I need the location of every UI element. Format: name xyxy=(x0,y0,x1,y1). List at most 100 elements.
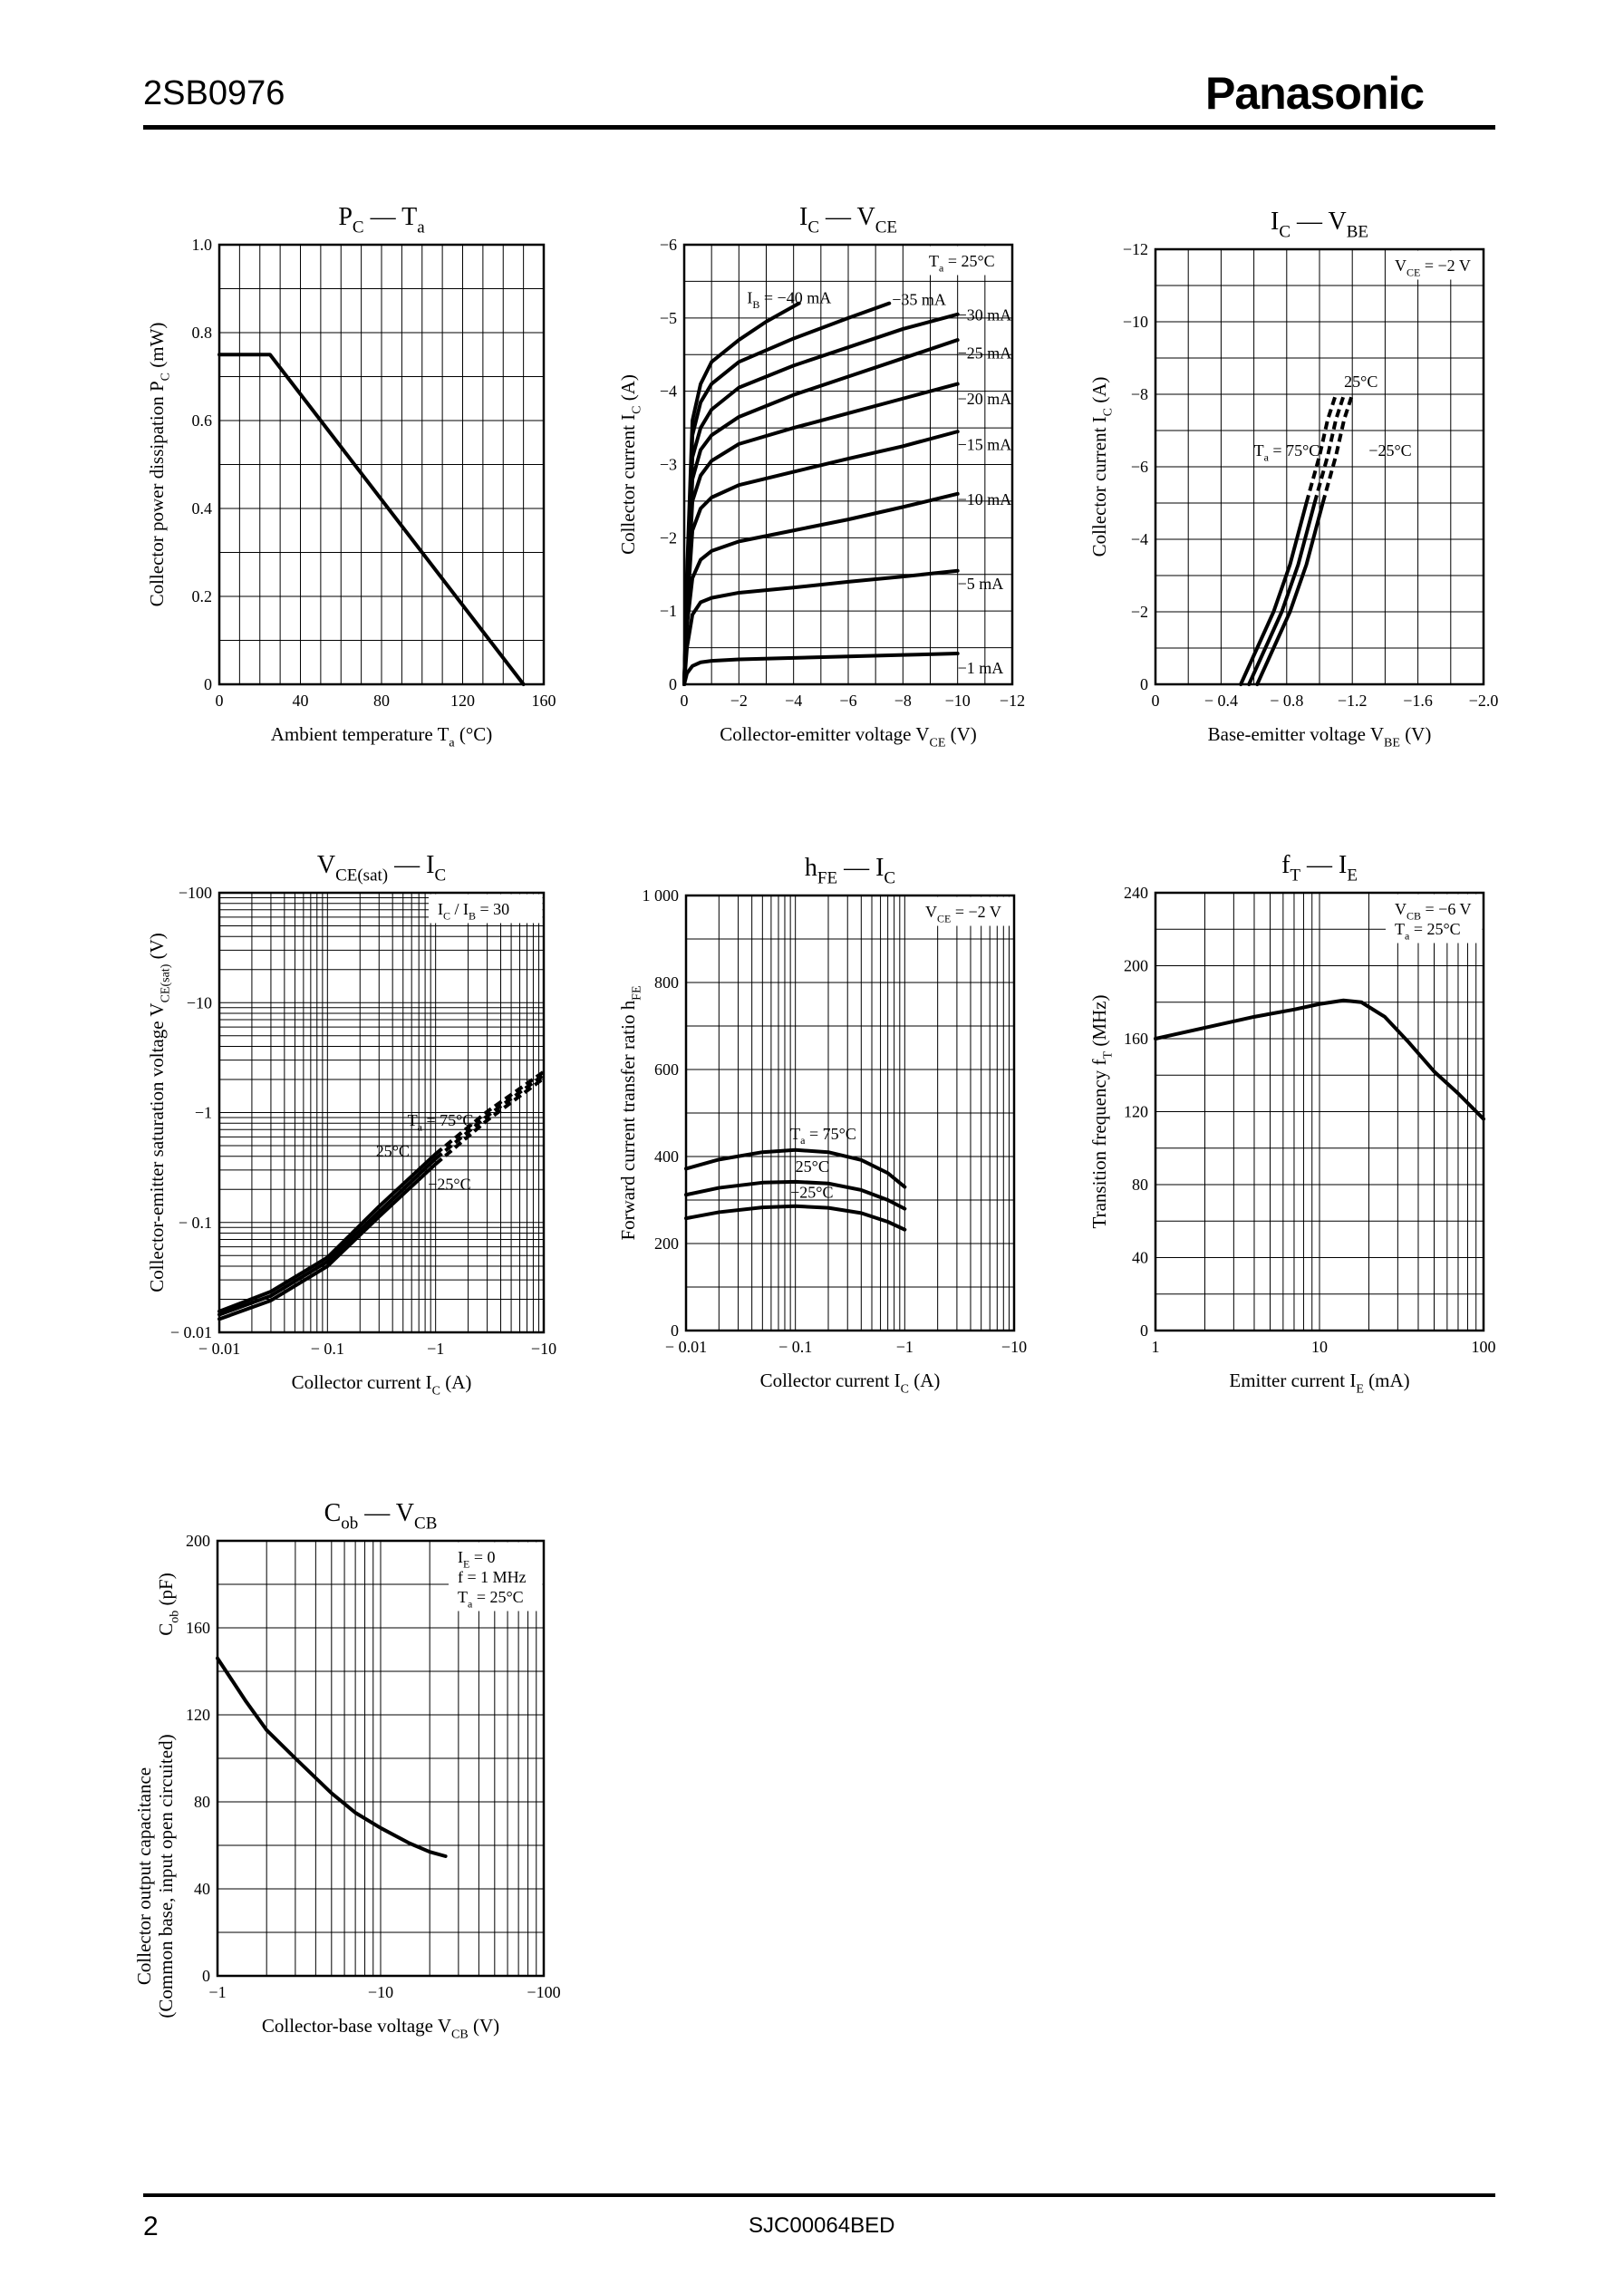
x-tick-label: − 0.8 xyxy=(1270,692,1303,710)
x-axis-label: Collector-base voltage VCB (V) xyxy=(262,2015,499,2041)
chart-vcesat-ic: − 0.01 − 0.1 −1 −10 − 0.01 − 0.1 −1 −10 −100 VCE(… xyxy=(146,851,556,1398)
y-axis-label: Collector output capacitance xyxy=(133,1767,155,1985)
y-tick-label: −6 xyxy=(1131,458,1148,476)
y-tick-label: −100 xyxy=(179,884,212,902)
x-tick-label: −12 xyxy=(1000,692,1025,710)
curve-label: −5 mA xyxy=(958,575,1004,593)
y-tick-label: −12 xyxy=(1123,240,1148,258)
x-tick-label: −1 xyxy=(427,1340,444,1358)
y-tick-label: − 0.01 xyxy=(170,1323,212,1341)
conditions-box xyxy=(1386,894,1483,944)
curve-label: Ta = 75°C xyxy=(408,1111,474,1133)
y-tick-label: 800 xyxy=(654,973,679,992)
y-tick-label: 160 xyxy=(186,1619,210,1637)
curve-label: −35 mA xyxy=(892,290,946,308)
y-tick-label: 1.0 xyxy=(192,236,213,254)
series-line-dashed xyxy=(1320,393,1355,504)
condition-label: IC / IB = 30 xyxy=(438,900,509,922)
series-line xyxy=(684,1204,907,1232)
y-tick-label: 200 xyxy=(186,1532,210,1550)
series-line xyxy=(682,491,960,686)
x-tick-label: −10 xyxy=(531,1340,556,1358)
y-tick-label: 0.8 xyxy=(192,324,213,342)
grid xyxy=(1155,892,1484,1331)
plot-frame xyxy=(218,243,546,686)
x-tick-label: −2 xyxy=(730,692,748,710)
curve-label: Ta = 75°C xyxy=(1254,441,1320,463)
x-tick-label: 0 xyxy=(216,692,224,710)
y-axis-label: Collector current IC (A) xyxy=(617,374,643,555)
y-tick-label: 200 xyxy=(654,1234,679,1253)
y-axis-label: Collector current IC (A) xyxy=(1088,377,1115,557)
x-tick-label: −8 xyxy=(894,692,912,710)
series-line-dashed xyxy=(434,1077,546,1166)
conditions-box xyxy=(1386,250,1483,280)
x-tick-label: 160 xyxy=(532,692,556,710)
x-tick-label: − 0.01 xyxy=(198,1340,240,1358)
curve-label: 25°C xyxy=(1344,373,1378,391)
x-tick-label: −1.6 xyxy=(1403,692,1433,710)
y-tick-label: 0 xyxy=(671,1321,679,1340)
series-line-dashed xyxy=(434,1073,546,1160)
curve-label: Ta = 75°C xyxy=(790,1125,856,1147)
y-tick-label: 0 xyxy=(1140,1321,1148,1340)
conditions-box xyxy=(429,894,543,924)
y-tick-label: 0 xyxy=(669,675,677,693)
curve-label: −20 mA xyxy=(958,390,1012,408)
y-tick-label: −5 xyxy=(660,309,677,327)
x-tick-label: −100 xyxy=(527,1983,560,2001)
series-line-dashed xyxy=(434,1070,546,1156)
condition-label: Ta = 25°C xyxy=(458,1588,524,1610)
document-code: SJC00064BED xyxy=(749,2213,895,2238)
condition-label: VCE = −2 V xyxy=(925,903,1001,924)
x-tick-label: 100 xyxy=(1472,1338,1496,1356)
x-axis-label: Collector current IC (A) xyxy=(760,1370,941,1396)
series-line xyxy=(216,1656,448,1858)
y-tick-label: 120 xyxy=(186,1706,210,1724)
y-axis-label-line2: (Common base, input open circuited) xyxy=(155,1734,177,2018)
series-line xyxy=(682,652,960,686)
x-tick-label: − 0.1 xyxy=(778,1338,812,1356)
conditions-box xyxy=(449,1542,543,1612)
y-tick-label: −6 xyxy=(660,236,677,254)
curve-label: −25°C xyxy=(1368,441,1411,460)
y-tick-label: 160 xyxy=(1124,1030,1148,1048)
y-tick-label: 80 xyxy=(194,1793,210,1811)
curve-label: −15 mA xyxy=(958,435,1012,453)
x-tick-label: − 0.01 xyxy=(665,1338,707,1356)
x-tick-label: 40 xyxy=(293,692,309,710)
part-number: 2SB0976 xyxy=(143,74,285,112)
chart-ic-vce: 0 −2 −4 −6 −8 −10 −12 0 −1 −2 −3 −4 −5 −6 IC — VCE Coll… xyxy=(617,203,1025,750)
y-axis-label: Transition frequency fT (MHz) xyxy=(1088,995,1115,1229)
x-axis-label: Collector current IC (A) xyxy=(292,1371,472,1398)
y-tick-label: 400 xyxy=(654,1147,679,1166)
x-tick-label: −1 xyxy=(208,1983,226,2001)
x-tick-label: 120 xyxy=(450,692,475,710)
grid xyxy=(1155,248,1484,685)
x-tick-label: 1 xyxy=(1152,1338,1160,1356)
x-tick-label: −10 xyxy=(945,692,971,710)
y-tick-label: −3 xyxy=(660,456,677,474)
series-line xyxy=(1154,998,1485,1121)
x-tick-label: −1 xyxy=(896,1338,914,1356)
curve-label: 25°C xyxy=(376,1142,410,1160)
y-tick-label: 0.2 xyxy=(192,587,213,605)
x-tick-label: −1.2 xyxy=(1338,692,1368,710)
conditions-box xyxy=(916,896,1013,926)
chart-ic-vbe: 0 − 0.4 − 0.8 −1.2 −1.6 −2.0 0 −2 −4 −6 −8 −10 −12 IC… xyxy=(1088,208,1498,750)
series-line xyxy=(684,1179,907,1211)
y-tick-label: 0 xyxy=(202,1967,210,1985)
x-tick-label: 10 xyxy=(1311,1338,1328,1356)
y-tick-label: −1 xyxy=(195,1104,212,1122)
curve-label: −1 mA xyxy=(958,659,1004,677)
series-line xyxy=(218,353,526,686)
x-tick-label: − 0.1 xyxy=(311,1340,344,1358)
x-axis-label: Emitter current IE (mA) xyxy=(1229,1370,1409,1396)
y-tick-label: −1 xyxy=(660,602,677,620)
chart-cob-vcb: −1 −10 −100 0 40 80 120 160 200 Cob — VCB Collecto… xyxy=(133,1499,561,2041)
condition-label: Ta = 25°C xyxy=(1395,920,1461,942)
x-axis-label: Collector-emitter voltage VCE (V) xyxy=(720,723,977,750)
series-line xyxy=(682,301,801,686)
header-rule xyxy=(143,125,1495,130)
plot-frame xyxy=(682,243,1014,686)
